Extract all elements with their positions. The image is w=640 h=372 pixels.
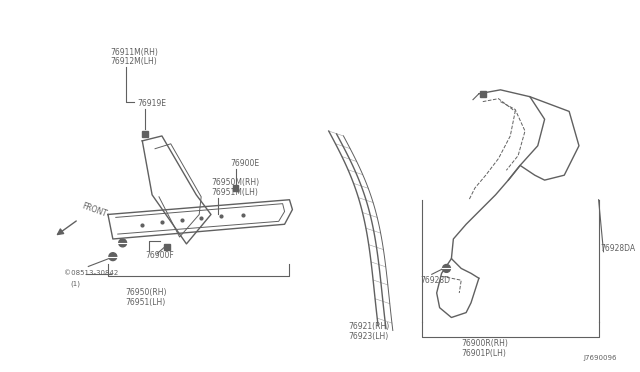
Text: 76951(LH): 76951(LH): [125, 298, 166, 307]
Text: 76928DA: 76928DA: [600, 244, 636, 253]
Text: 76912M(LH): 76912M(LH): [110, 57, 157, 67]
Text: 76921(RH): 76921(RH): [348, 323, 390, 331]
Text: 76923(LH): 76923(LH): [348, 332, 388, 341]
Circle shape: [109, 253, 116, 260]
Text: 76950M(RH): 76950M(RH): [211, 178, 259, 187]
Text: 76900F: 76900F: [145, 251, 174, 260]
Circle shape: [119, 239, 127, 247]
Text: 76951M(LH): 76951M(LH): [211, 188, 258, 197]
Text: (1): (1): [70, 280, 81, 287]
Text: J7690096: J7690096: [584, 355, 618, 361]
Text: 76950(RH): 76950(RH): [125, 288, 167, 297]
Text: 76901P(LH): 76901P(LH): [461, 349, 506, 358]
Text: FRONT: FRONT: [81, 201, 108, 218]
Bar: [164, 244, 170, 250]
Text: 76919E: 76919E: [138, 99, 166, 108]
Text: ©08513-30842: ©08513-30842: [64, 270, 118, 276]
Circle shape: [443, 264, 451, 272]
Bar: [142, 131, 148, 137]
Text: 76928D: 76928D: [420, 276, 450, 285]
Text: 76900E: 76900E: [230, 158, 260, 167]
Text: 76911M(RH): 76911M(RH): [110, 48, 158, 57]
Text: 76900R(RH): 76900R(RH): [461, 339, 508, 348]
Bar: [480, 91, 486, 97]
Bar: [232, 185, 239, 191]
